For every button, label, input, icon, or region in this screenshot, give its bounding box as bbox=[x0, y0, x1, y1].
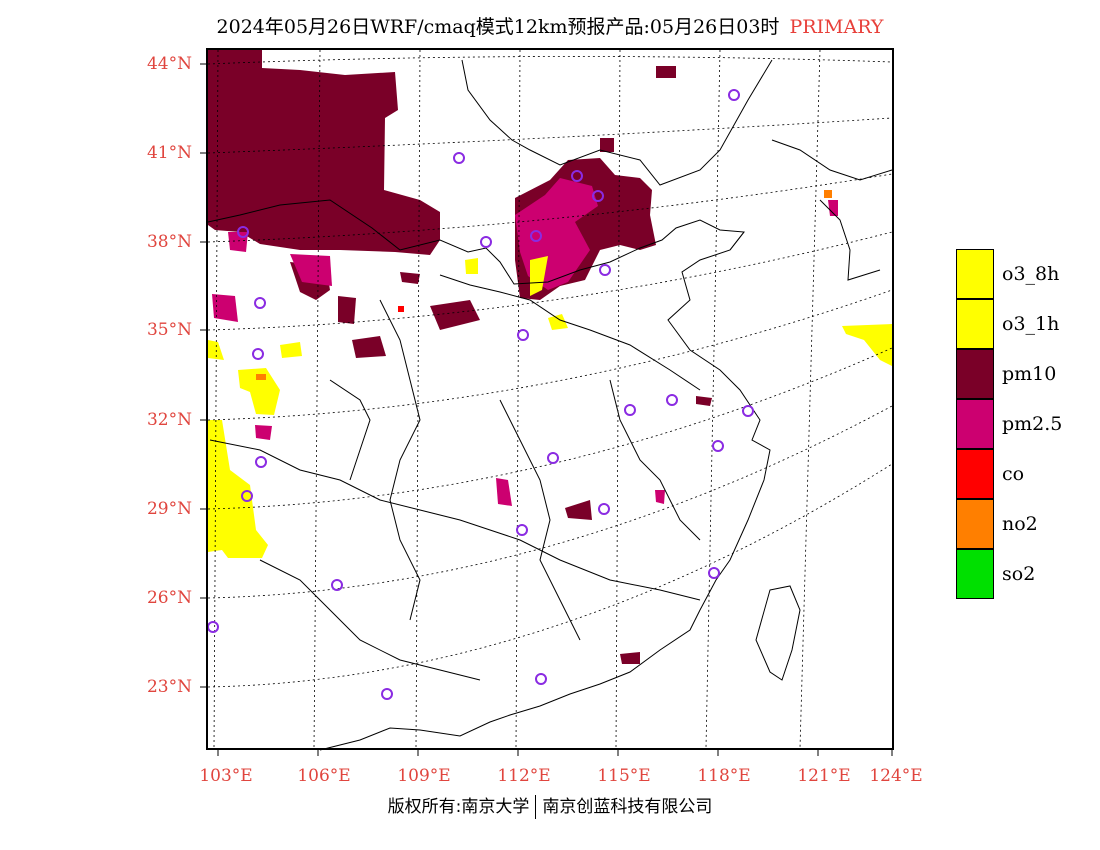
axis-ticks bbox=[200, 63, 893, 756]
legend-swatch bbox=[956, 449, 994, 499]
title-tag-primary: PRIMARY bbox=[789, 16, 884, 38]
legend-swatch bbox=[956, 299, 994, 349]
copyright-left: 版权所有:南京大学 bbox=[387, 797, 530, 817]
legend-swatch bbox=[956, 549, 994, 599]
lon-label-106e: 106°E bbox=[297, 766, 351, 786]
legend-label: o3_1h bbox=[1002, 313, 1060, 335]
lon-label-109e: 109°E bbox=[397, 766, 451, 786]
lon-label-121e: 121°E bbox=[797, 766, 851, 786]
lat-label-38n: 38°N bbox=[146, 232, 192, 252]
boundary-lines bbox=[207, 59, 893, 751]
legend-label: no2 bbox=[1002, 513, 1038, 535]
legend-swatch bbox=[956, 249, 994, 299]
legend-item-pm10: pm10 bbox=[956, 349, 1086, 399]
lat-label-26n: 26°N bbox=[146, 588, 192, 608]
lat-label-23n: 23°N bbox=[146, 677, 192, 697]
lon-label-115e: 115°E bbox=[597, 766, 651, 786]
lat-label-32n: 32°N bbox=[146, 410, 192, 430]
copyright-right: 南京创蓝科技有限公司 bbox=[542, 797, 713, 817]
legend-item-o3-1h: o3_1h bbox=[956, 299, 1086, 349]
pollutant-legend: o3_8h o3_1h pm10 pm2.5 co no2 so2 bbox=[956, 249, 1086, 599]
co-no2-areas bbox=[256, 190, 832, 380]
legend-label: co bbox=[1002, 463, 1025, 485]
legend-item-o3-8h: o3_8h bbox=[956, 249, 1086, 299]
legend-label: so2 bbox=[1002, 563, 1036, 585]
legend-item-no2: no2 bbox=[956, 499, 1086, 549]
map-title: 2024年05月26日WRF/cmaq模式12km预报产品:05月26日03时 P… bbox=[0, 12, 1100, 39]
lon-label-103e: 103°E bbox=[199, 766, 253, 786]
legend-swatch bbox=[956, 399, 994, 449]
map-frame bbox=[206, 48, 894, 750]
legend-label: o3_8h bbox=[1002, 263, 1060, 285]
lon-label-118e: 118°E bbox=[697, 766, 751, 786]
copyright-line: 版权所有:南京大学 南京创蓝科技有限公司 bbox=[0, 792, 1100, 819]
legend-label: pm10 bbox=[1002, 363, 1057, 385]
lon-label-124e: 124°E bbox=[869, 766, 923, 786]
lat-label-35n: 35°N bbox=[146, 320, 192, 340]
legend-item-pm25: pm2.5 bbox=[956, 399, 1086, 449]
lat-label-44n: 44°N bbox=[146, 54, 192, 74]
title-text: 2024年05月26日WRF/cmaq模式12km预报产品:05月26日03时 bbox=[216, 16, 780, 38]
lat-label-29n: 29°N bbox=[146, 499, 192, 519]
legend-item-co: co bbox=[956, 449, 1086, 499]
legend-label: pm2.5 bbox=[1002, 413, 1063, 435]
station-markers bbox=[207, 89, 754, 700]
legend-swatch bbox=[956, 499, 994, 549]
copyright-divider bbox=[535, 795, 537, 819]
legend-item-so2: so2 bbox=[956, 549, 1086, 599]
lat-label-41n: 41°N bbox=[146, 143, 192, 163]
o3-areas bbox=[208, 256, 892, 558]
lon-label-112e: 112°E bbox=[497, 766, 551, 786]
legend-swatch bbox=[956, 349, 994, 399]
